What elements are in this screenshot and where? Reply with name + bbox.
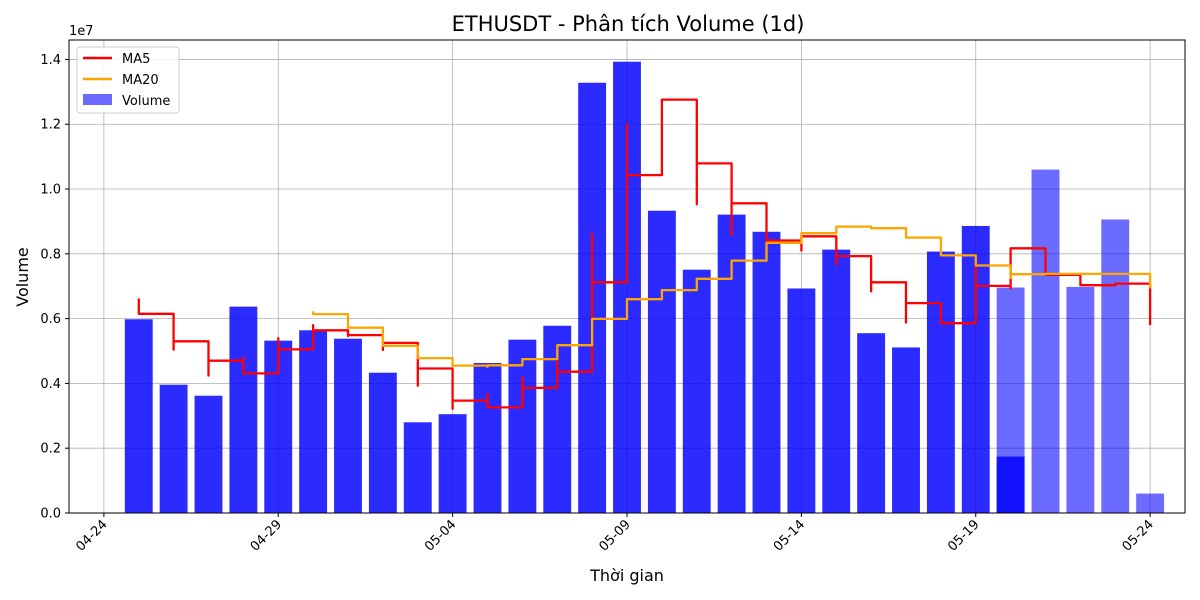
volume-bar [857,333,886,513]
volume-bar [822,249,851,513]
volume-bar [124,319,153,513]
legend-ma5-label: MA5 [122,52,150,67]
volume-bar [752,231,781,513]
volume-bar [717,214,746,514]
line-ma5 [137,98,1152,410]
volume-bar [159,384,188,513]
y-tick-label: 0.0 [40,507,61,522]
y-tick-label: 1.4 [40,53,61,68]
volume-bar [194,395,223,513]
y-tick-label: 0.8 [40,247,61,262]
y-tick-label: 1.2 [40,118,61,133]
volume-bar [892,347,920,513]
chart-title: ETHUSDT - Phân tích Volume (1d) [452,12,805,36]
volume-bar [682,269,711,513]
legend-ma20-label: MA20 [122,73,159,88]
volume-bar [473,363,502,513]
x-axis-label: Thời gian [589,566,664,585]
volume-bar [1101,219,1130,513]
volume-bar [403,422,432,513]
y-axis-offset-text: 1e7 [69,24,94,39]
line-ma20 [311,225,1152,369]
y-tick-label: 0.2 [40,442,61,457]
volume-bar [368,372,397,513]
volume-bar [508,339,537,513]
volume-bar [299,330,328,513]
volume-bar [229,306,258,513]
volume-bar [926,251,955,513]
volume-bar [1031,169,1060,513]
volume-bar [996,287,1025,513]
volume-bar [647,210,676,513]
legend-volume-label: Volume [122,94,170,109]
y-axis-label: Volume [13,247,32,307]
y-axis: 0.0 0.2 0.4 0.6 0.8 1.0 1.2 1.4 [40,53,69,522]
y-tick-label: 0.6 [40,312,61,327]
y-tick-label: 1.0 [40,183,61,198]
volume-bar [1066,286,1095,513]
legend-volume-swatch [83,94,112,105]
volume-bar [787,288,816,513]
y-tick-label: 0.4 [40,377,61,392]
volume-bar [334,338,362,513]
volume-bar [1136,493,1165,513]
legend: MA5 MA20 Volume [76,46,180,114]
moving-average-lines [137,98,1152,410]
volume-bar [438,414,467,513]
